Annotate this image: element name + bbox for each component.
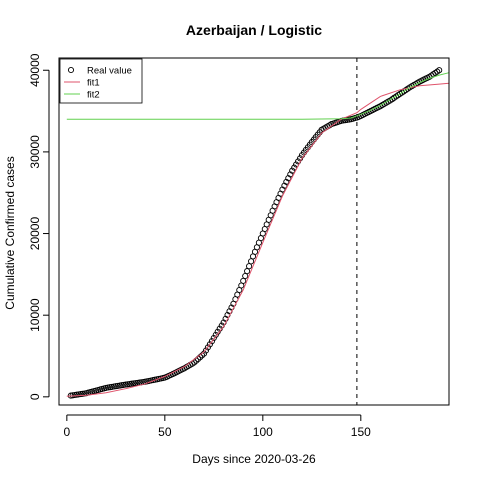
x-axis-label: Days since 2020-03-26 xyxy=(192,452,316,466)
x-tick-label: 100 xyxy=(253,425,273,439)
legend-label: Real value xyxy=(87,66,132,77)
x-tick-label: 150 xyxy=(351,425,371,439)
y-tick-label: 10000 xyxy=(28,298,42,332)
x-tick-label: 0 xyxy=(63,425,70,439)
y-tick-label: 40000 xyxy=(28,53,42,87)
x-tick-label: 50 xyxy=(158,425,172,439)
y-tick-label: 0 xyxy=(28,393,42,400)
legend-label: fit2 xyxy=(87,90,100,101)
y-axis-label: Cumulative Confirmed cases xyxy=(3,156,17,309)
chart-title: Azerbaijan / Logistic xyxy=(186,22,322,38)
y-tick-label: 20000 xyxy=(28,217,42,251)
legend-label: fit1 xyxy=(87,78,100,89)
y-tick-label: 30000 xyxy=(28,135,42,169)
